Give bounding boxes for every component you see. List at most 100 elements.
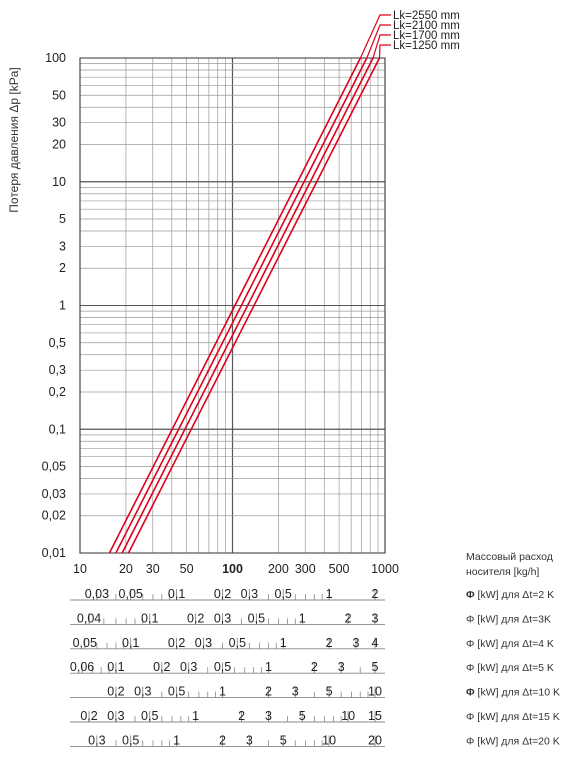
y-tick-label: 0,01 [42, 546, 66, 560]
kw-tick-label: 0,2 [153, 660, 170, 674]
legend-leader [366, 24, 391, 59]
kw-tick-label: 2 [311, 660, 318, 674]
kw-tick-label: 0,5 [122, 733, 139, 747]
y-tick-label: 20 [52, 137, 66, 151]
kw-tick-label: 2 [219, 733, 226, 747]
y-tick-label: 10 [52, 175, 66, 189]
y-tick-label: 50 [52, 88, 66, 102]
kw-tick-label: 1 [219, 685, 226, 699]
kw-tick-label: 0,03 [85, 587, 109, 601]
chart-series [108, 57, 381, 554]
y-tick-label: 2 [59, 261, 66, 275]
kw-scale-row: 0,06 0,1 0,2 0,3 0,5 1 2 3 5 [70, 660, 385, 674]
plot-frame [79, 57, 386, 554]
kw-tick-label: 3 [352, 636, 359, 650]
x-tick-label: 200 [268, 562, 289, 576]
x-tick-label: 20 [119, 562, 133, 576]
kw-tick-label: 0,05 [119, 587, 143, 601]
legend-entry: Lk=2550 mm [393, 10, 460, 22]
series-line [121, 57, 374, 554]
kw-tick-label: 0,2 [80, 709, 97, 723]
y-tick-label: 0,2 [49, 385, 66, 399]
kw-scale-label: Φ [kW] для Δt=5 K [466, 662, 554, 674]
kw-tick-label: 0,1 [122, 636, 139, 650]
y-tick-label: 5 [59, 212, 66, 226]
kw-tick-label: 0,3 [214, 611, 231, 625]
kw-tick-label: 0,2 [107, 685, 124, 699]
y-tick-label: 1 [59, 299, 66, 313]
chart-grid [79, 57, 386, 554]
kw-scale-label: Φ [kW] для Δt=20 K [466, 735, 560, 747]
kw-tick-label: 0,06 [70, 660, 94, 674]
kw-tick-label: 0,2 [187, 611, 204, 625]
x-tick-label: 1000 [371, 562, 399, 576]
kw-tick-label: 5 [372, 660, 379, 674]
series-line [108, 57, 362, 554]
legend-entry: Lk=1250 mm [393, 40, 460, 52]
x-tick-label: 50 [180, 562, 194, 576]
kw-scale-row: 0,05 0,1 0,2 0,3 0,5 1 2 3 4 [70, 636, 385, 650]
kw-tick-label: 0,3 [195, 636, 212, 650]
kw-tick-label: 1 [265, 660, 272, 674]
kw-scale-row: 0,3 0,5 1 2 3 5 10 20 [70, 733, 385, 747]
kw-tick-label: 0,1 [168, 587, 185, 601]
kw-tick-label: 2 [372, 587, 379, 601]
x-tick-label: 30 [146, 562, 160, 576]
kw-tick-label: 0,1 [107, 660, 124, 674]
kw-tick-label: 10 [322, 733, 336, 747]
kw-tick-label: 0,5 [168, 685, 185, 699]
kw-tick-label: 0,5 [248, 611, 265, 625]
y-tick-label: 0,1 [49, 422, 66, 436]
kw-scale-label: Φ [kW] для Δt=15 K [466, 711, 560, 723]
x-tick-label: 10 [73, 562, 87, 576]
secondary-axes-labels: Массовый расход носителя [kg/h] Φ [kW] для… [466, 551, 560, 747]
kw-tick-label: 5 [326, 685, 333, 699]
kw-tick-label: 0,2 [168, 636, 185, 650]
kw-tick-label: 1 [326, 587, 333, 601]
kw-scale-row: 0,04 0,1 0,2 0,3 0,5 1 2 3 [70, 611, 385, 625]
kw-tick-label: 3 [246, 733, 253, 747]
x-tick-label: 100 [222, 562, 243, 576]
x-tick-label: 300 [295, 562, 316, 576]
kw-tick-label: 10 [368, 685, 382, 699]
kw-tick-label: 1 [173, 733, 180, 747]
kw-tick-label: 1 [280, 636, 287, 650]
legend-entry: Lk=1700 mm [393, 30, 460, 42]
secondary-axes: 0,03 0,05 0,1 0,2 0,3 0,5 1 20,04 0,1 0,2 0,3 0,5 1 2… [70, 587, 385, 747]
y-tick-label: 0,03 [42, 487, 66, 501]
kw-scale-label: Φ [kW] для Δt=4 K [466, 638, 554, 650]
y-tick-label: 30 [52, 116, 66, 130]
kw-tick-label: 3 [292, 685, 299, 699]
kw-tick-label: 0,3 [107, 709, 124, 723]
legend-entry: Lk=2100 mm [393, 20, 460, 32]
kw-scale-row: 0,2 0,3 0,5 1 2 3 5 10 15 [70, 709, 385, 723]
kw-tick-label: 0,04 [77, 611, 101, 625]
y-tick-label: 3 [59, 239, 66, 253]
kw-tick-label: 3 [372, 611, 379, 625]
kw-tick-label: 10 [341, 709, 355, 723]
legend-leader [359, 14, 391, 59]
kw-tick-label: 5 [299, 709, 306, 723]
secondary-axes-title: Массовый расход носителя [kg/h] [466, 551, 553, 578]
kw-tick-label: 0,5 [229, 636, 246, 650]
kw-tick-label: 0,3 [241, 587, 258, 601]
kw-tick-label: 0,05 [73, 636, 97, 650]
kw-scale-label: Φ [kW] для Δt=2 K [466, 589, 554, 601]
y-tick-label: 0,5 [49, 336, 66, 350]
kw-scale-row: 0,03 0,05 0,1 0,2 0,3 0,5 1 2 [70, 587, 385, 601]
kw-tick-label: 0,3 [134, 685, 151, 699]
kw-tick-label: 0,3 [88, 733, 105, 747]
kw-tick-label: 1 [299, 611, 306, 625]
legend-leader [378, 44, 391, 59]
kw-tick-label: 0,3 [180, 660, 197, 674]
kw-tick-label: 3 [338, 660, 345, 674]
x-tick-label: 500 [329, 562, 350, 576]
kw-tick-label: 15 [368, 709, 382, 723]
kw-scale-row: 0,2 0,3 0,5 1 2 3 5 10 [70, 685, 385, 699]
kw-tick-label: 0,1 [141, 611, 158, 625]
kw-scale-label: Φ [kW] для Δt=10 K [466, 687, 560, 699]
kw-tick-label: 20 [368, 733, 382, 747]
kw-tick-label: 0,5 [275, 587, 292, 601]
legend-leader [372, 34, 391, 59]
